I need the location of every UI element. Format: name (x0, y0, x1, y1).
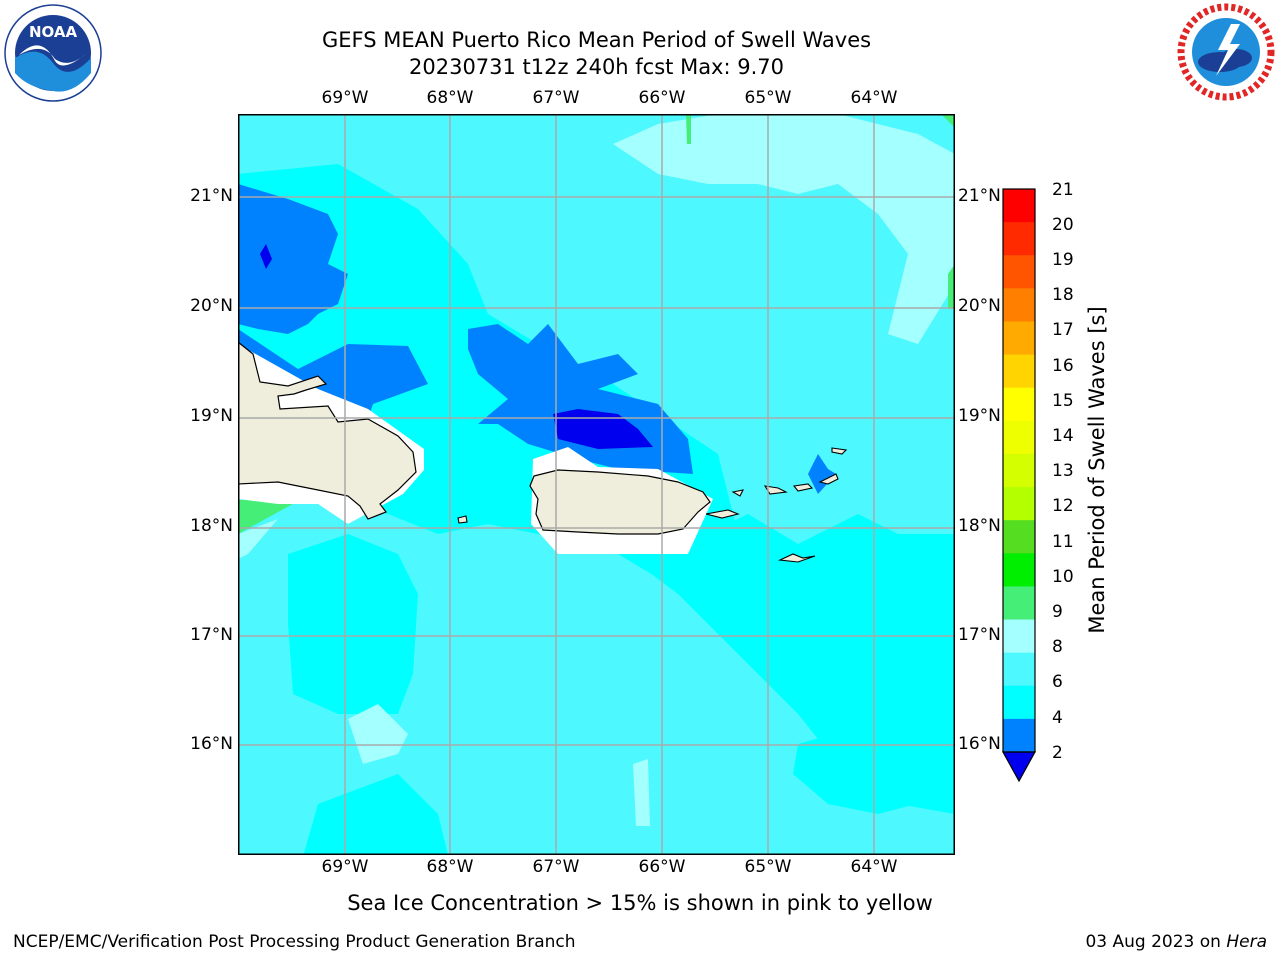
land-hispaniola (239, 342, 417, 520)
field-8-9 (613, 115, 954, 344)
footer-date: 03 Aug 2023 on Hera (1085, 932, 1267, 952)
sea-ice-caption: Sea Ice Concentration > 15% is shown in … (347, 891, 933, 915)
lat-label-right: 16°N (958, 734, 1001, 754)
colorbar-swatch (1003, 520, 1035, 554)
lon-label-top: 67°W (532, 88, 580, 108)
lat-label-right: 17°N (958, 625, 1001, 645)
lon-label-top: 69°W (321, 88, 369, 108)
colorbar-swatch (1003, 255, 1035, 289)
footer-host: Hera (1226, 932, 1267, 952)
colorbar-tick-label: 13 (1052, 461, 1074, 481)
lon-label-bottom: 64°W (850, 857, 898, 877)
field-2-4 (239, 184, 348, 334)
land-island (831, 447, 848, 455)
field-8-9 (239, 519, 278, 559)
colorbar-swatch (1003, 685, 1035, 720)
land-island (777, 553, 816, 563)
noaa-logo: NOAA (4, 4, 102, 102)
field-8-9 (348, 704, 408, 764)
colorbar-swatch (1003, 553, 1035, 587)
colorbar (1001, 188, 1037, 783)
colorbar-frame (1002, 188, 1036, 753)
lat-label-left: 18°N (190, 516, 233, 536)
lon-label-top: 68°W (426, 88, 474, 108)
colorbar-swatch (1003, 222, 1035, 256)
field-4-6 (288, 534, 418, 714)
nws-logo (1177, 3, 1275, 101)
lat-label-left: 19°N (190, 406, 233, 426)
lon-label-bottom: 65°W (744, 857, 792, 877)
colorbar-tick-label: 15 (1052, 391, 1074, 411)
lon-label-bottom: 67°W (532, 857, 580, 877)
colorbar-swatch (1003, 321, 1035, 356)
lon-label-top: 64°W (850, 88, 898, 108)
colorbar-swatch (1003, 652, 1035, 687)
swell-period-map (238, 114, 955, 855)
colorbar-tick-label: 20 (1052, 215, 1074, 235)
lat-label-right: 20°N (958, 296, 1001, 316)
lon-label-bottom: 68°W (426, 857, 474, 877)
colorbar-swatch (1003, 586, 1035, 621)
lon-label-top: 65°W (744, 88, 792, 108)
colorbar-swatch (1003, 718, 1035, 753)
field-under-2 (553, 409, 653, 449)
colorbar-swatch (1003, 420, 1035, 455)
field-4-6 (303, 774, 448, 854)
land-island (731, 489, 744, 497)
colorbar-swatch (1003, 288, 1035, 322)
map-subtitle: 20230731 t12z 240h fcst Max: 9.70 (409, 55, 784, 79)
field-2-4 (808, 454, 836, 494)
lat-label-left: 21°N (190, 186, 233, 206)
land-island (792, 483, 814, 492)
land-island (457, 515, 468, 524)
colorbar-tick-label: 21 (1052, 180, 1074, 200)
colorbar-tick-label: 2 (1052, 743, 1063, 763)
map-graticule (239, 115, 954, 854)
colorbar-swatch (1003, 453, 1035, 488)
field-9-10 (686, 115, 691, 144)
lon-label-bottom: 66°W (638, 857, 686, 877)
noaa-logo-text: NOAA (29, 23, 78, 41)
colorbar-swatch (1003, 619, 1035, 654)
lon-label-top: 66°W (638, 88, 686, 108)
colorbar-tick-label: 12 (1052, 496, 1074, 516)
land-puerto-rico (529, 469, 711, 535)
colorbar-tick-label: 9 (1052, 602, 1063, 622)
map-title: GEFS MEAN Puerto Rico Mean Period of Swe… (321, 28, 872, 52)
colorbar-swatch (1003, 387, 1035, 422)
footer-credit: NCEP/EMC/Verification Post Processing Pr… (13, 932, 576, 952)
lat-label-right: 19°N (958, 406, 1001, 426)
colorbar-tick-label: 16 (1052, 356, 1074, 376)
land-island (818, 473, 839, 485)
colorbar-tick-label: 8 (1052, 637, 1063, 657)
colorbar-title: Mean Period of Swell Waves [s] (1085, 306, 1109, 634)
lat-label-right: 21°N (958, 186, 1001, 206)
map-frame (238, 114, 955, 855)
colorbar-under-arrow (1001, 751, 1037, 783)
lat-label-left: 16°N (190, 734, 233, 754)
field-9-10 (948, 265, 954, 309)
lat-label-right: 18°N (958, 516, 1001, 536)
colorbar-swatch (1003, 189, 1035, 223)
field-under-2 (260, 244, 272, 269)
field-2-4 (239, 329, 428, 419)
colorbar-tick-label: 6 (1052, 672, 1063, 692)
colorbar-tick-label: 14 (1052, 426, 1074, 446)
colorbar-tick-label: 17 (1052, 320, 1074, 340)
colorbar-tick-label: 4 (1052, 708, 1063, 728)
colorbar-tick-label: 11 (1052, 532, 1074, 552)
field-8-9 (633, 759, 650, 826)
lat-label-left: 17°N (190, 625, 233, 645)
footer-date-text: 03 Aug 2023 on (1085, 932, 1221, 952)
colorbar-swatch (1003, 487, 1035, 521)
lon-label-bottom: 69°W (321, 857, 369, 877)
field-9-10 (942, 115, 954, 127)
lat-label-left: 20°N (190, 296, 233, 316)
colorbar-tick-label: 19 (1052, 250, 1074, 270)
land-island (705, 509, 740, 519)
colorbar-tick-label: 10 (1052, 567, 1074, 587)
colorbar-swatch (1003, 354, 1035, 389)
colorbar-tick-label: 18 (1052, 285, 1074, 305)
